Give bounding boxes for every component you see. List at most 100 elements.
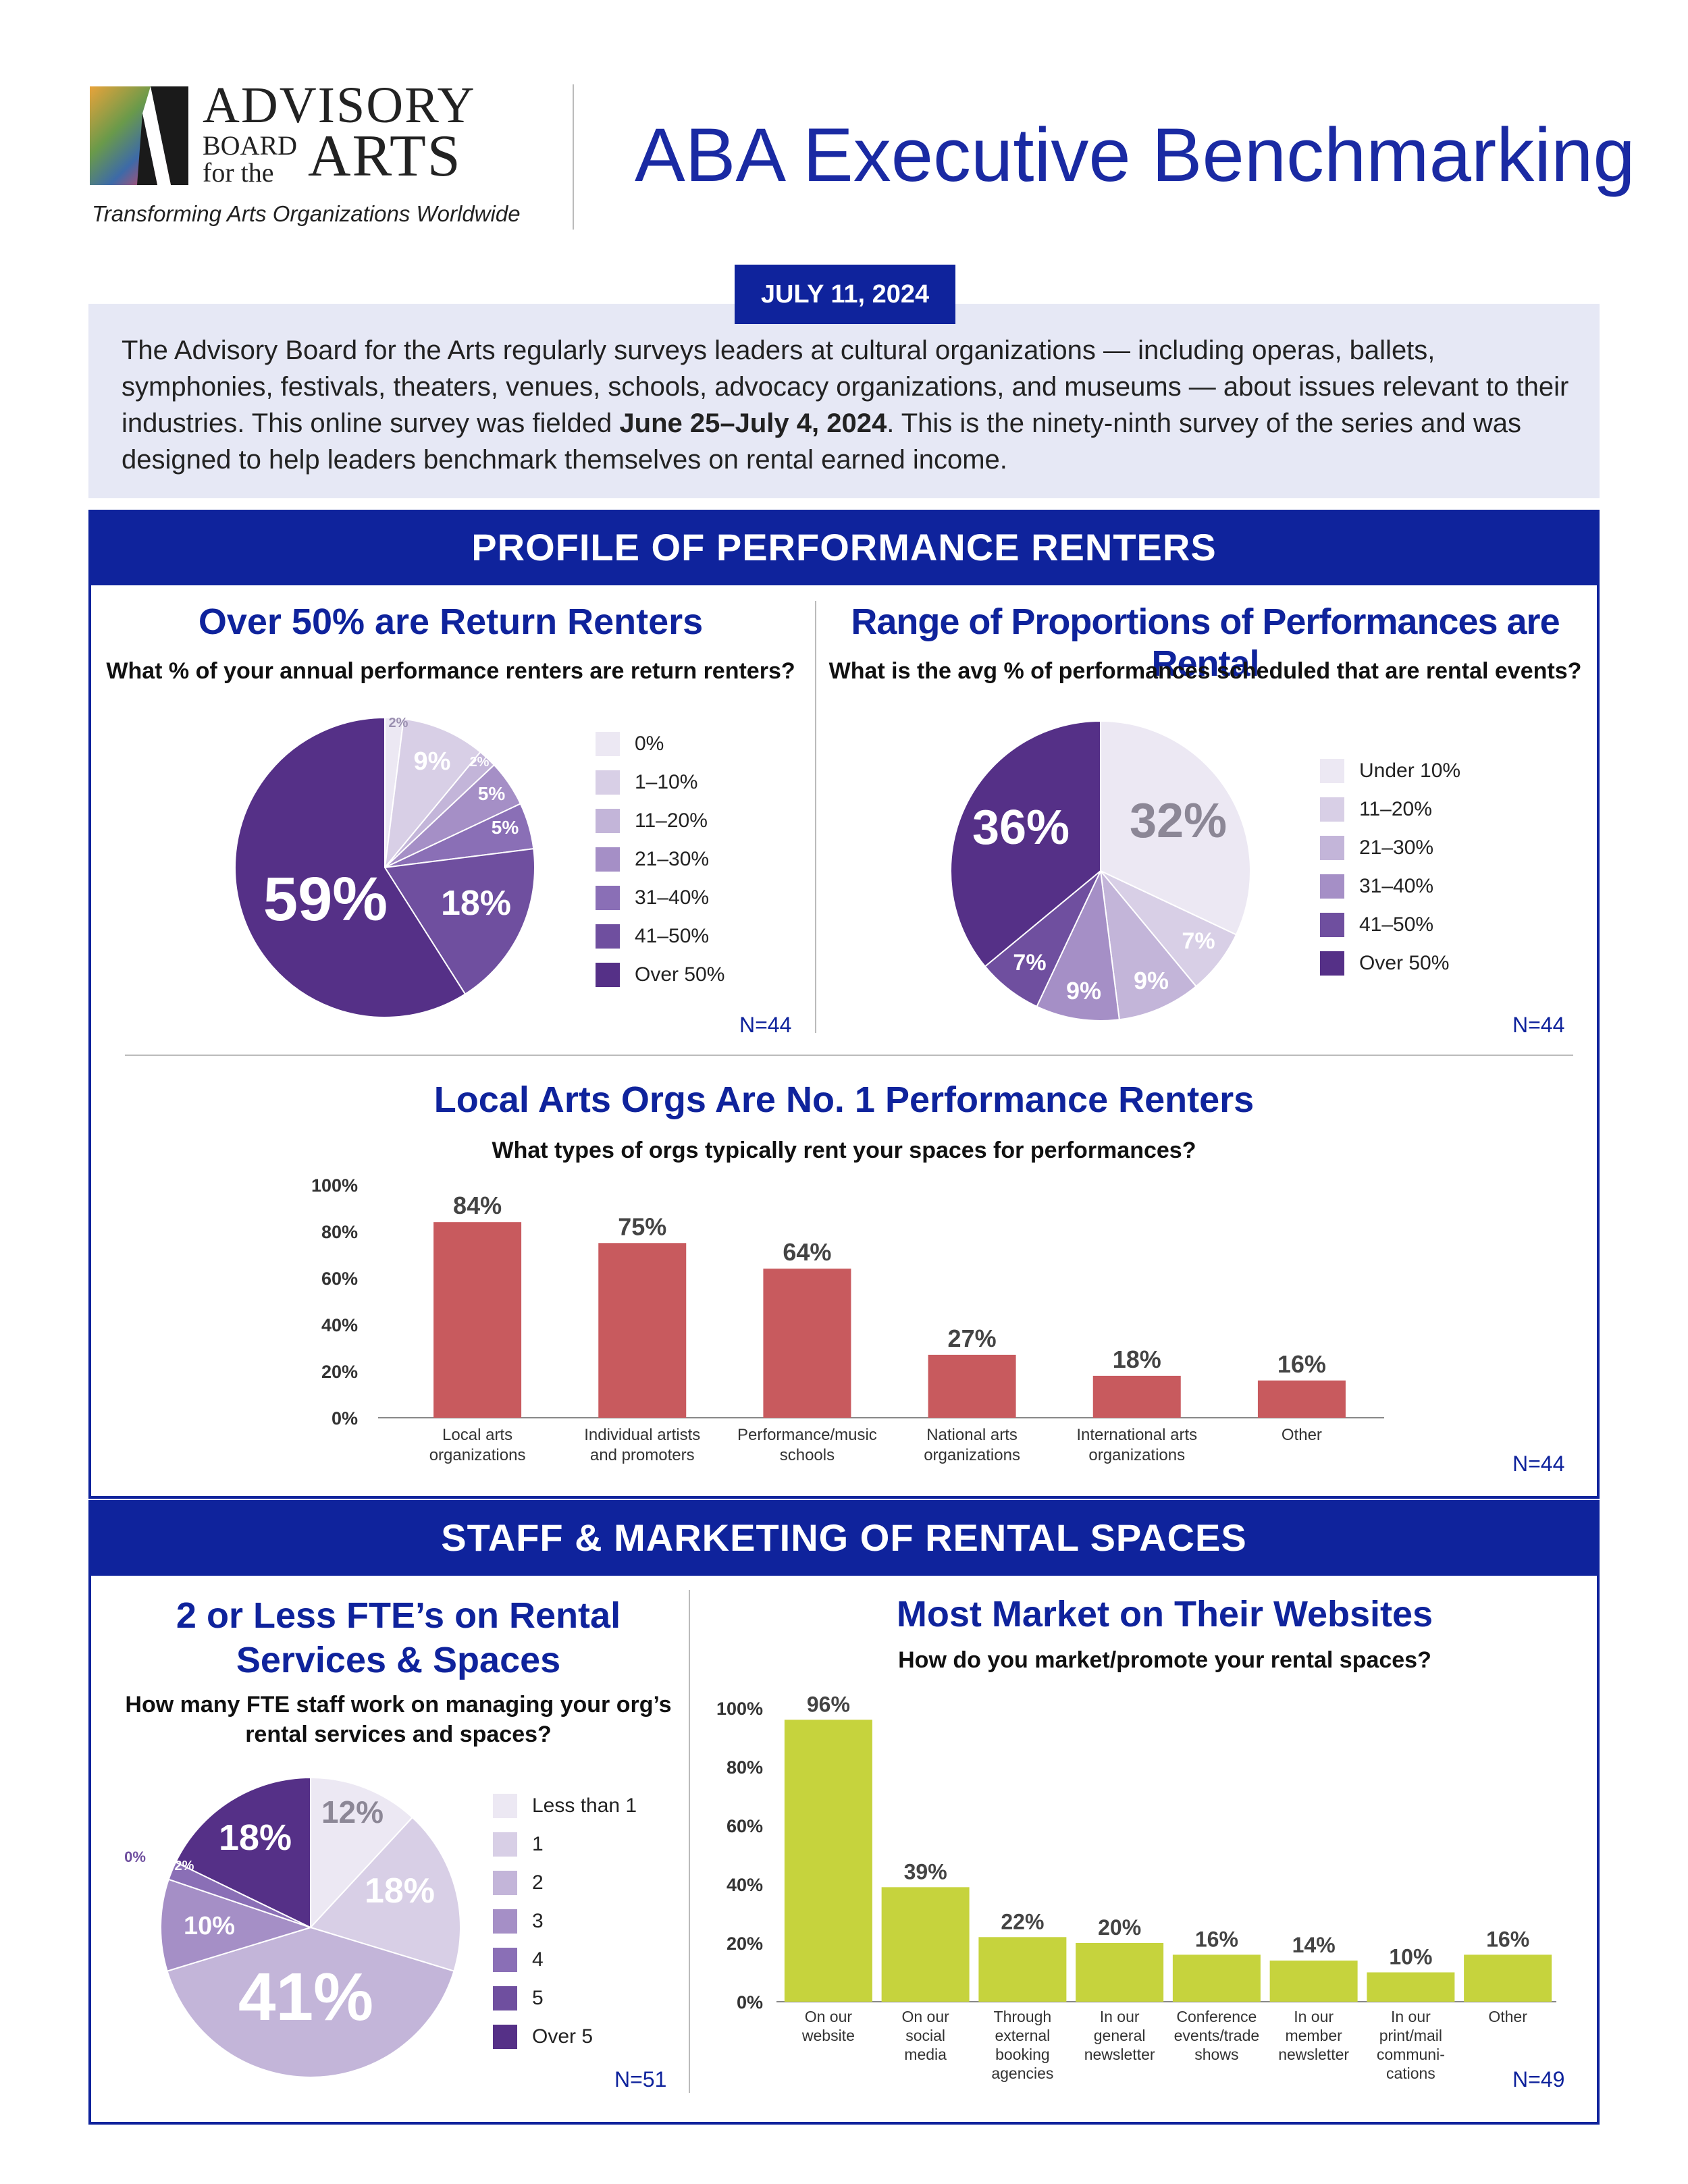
chart5-value-label-3: 20% [1098, 1915, 1141, 1940]
chart4-legend-label-2: 2 [532, 1871, 544, 1894]
chart4-n: N=51 [614, 2067, 667, 2092]
chart4-title: 2 or Less FTE’s on Rental Services & Spac… [101, 1593, 695, 1682]
chart5-bar-0 [784, 1720, 872, 2002]
chart5-category-label-6-0: In our [1391, 2008, 1431, 2025]
chart1-legend-item-4: 31–40% [596, 878, 724, 917]
chart2-legend-label-2: 21–30% [1359, 836, 1434, 859]
chart5-subtitle: How do you market/promote your rental sp… [898, 1647, 1431, 1673]
chart3-category-label-2-0: Performance/music [737, 1426, 877, 1444]
chart5-category-label-2-2: booking [995, 2046, 1050, 2063]
chart5-value-label-0: 96% [807, 1692, 850, 1716]
chart1-legend-label-6: Over 50% [635, 963, 725, 986]
chart5-category-label-1-2: media [904, 2046, 947, 2063]
chart1-slice-5 [384, 848, 535, 995]
chart1-label-4: 5% [492, 817, 519, 838]
chart1-slice-6 [234, 716, 467, 1018]
chart3-category-label-3-0: National arts [926, 1426, 1018, 1444]
chart5-bar-1 [881, 1887, 970, 2002]
chart2-legend-item-0: Under 10% [1320, 751, 1460, 790]
chart2-legend-swatch-3 [1320, 874, 1344, 899]
chart1-legend-label-3: 21–30% [635, 847, 710, 870]
chart1-label-0: 2% [389, 716, 408, 730]
chart5-category-label-1-0: On our [901, 2008, 949, 2025]
chart3-n: N=44 [1512, 1451, 1565, 1476]
chart3-bar-3 [928, 1354, 1016, 1418]
chart2-label-0: 32% [1130, 794, 1227, 848]
chart1-legend-label-1: 1–10% [635, 770, 698, 793]
chart1-label-1: 9% [414, 747, 451, 776]
chart4-legend-label-1: 1 [532, 1832, 544, 1855]
chart1-slice-1 [384, 718, 481, 870]
chart3-ytick-1: 20% [321, 1362, 358, 1382]
chart1-subtitle: What % of your annual performance renter… [106, 658, 795, 684]
chart5-category-label-5-1: member [1285, 2027, 1342, 2044]
chart2-legend-label-5: Over 50% [1359, 951, 1450, 974]
chart3-value-label-2: 64% [783, 1238, 831, 1266]
chart1-legend: 0% 1–10% 11–20% 21–30% 31–40% 41–50% Over 50% [596, 724, 724, 994]
chart1-legend-label-0: 0% [635, 732, 664, 755]
chart5-bar-7 [1464, 1954, 1552, 2002]
chart5-category-label-4-2: shows [1194, 2046, 1238, 2063]
chart4-legend-swatch-0 [493, 1793, 517, 1818]
chart5-bar-5 [1269, 1961, 1358, 2002]
chart2-label-1: 7% [1182, 928, 1215, 954]
chart2-slice-5 [950, 720, 1101, 967]
chart3-value-label-0: 84% [453, 1192, 502, 1219]
chart4-pie: 12% 18% 41% 10% 2% 0% 18% [124, 1776, 461, 2078]
chart1-legend-label-2: 11–20% [635, 809, 708, 832]
chart5-value-label-1: 39% [904, 1859, 947, 1884]
chart4-legend-item-6: Over 5 [493, 2017, 637, 2056]
intro-box [88, 304, 1600, 498]
chart2-legend-swatch-5 [1320, 951, 1344, 976]
chart3-ytick-2: 40% [321, 1315, 358, 1335]
chart3-category-label-4-1: organizations [1088, 1446, 1185, 1464]
chart4-legend-swatch-4 [493, 1947, 517, 1972]
chart4-subtitle-line1: How many FTE staff work on managing your… [125, 1692, 672, 1717]
chart3-bar-1 [598, 1243, 687, 1418]
chart2-label-2: 9% [1134, 967, 1169, 994]
chart3-ytick-3: 60% [321, 1269, 358, 1289]
chart1-legend-item-1: 1–10% [596, 763, 724, 801]
chart4-legend-item-5: 5 [493, 1979, 637, 2017]
chart5-category-label-5-2: newsletter [1278, 2046, 1349, 2063]
chart4-legend-swatch-2 [493, 1870, 517, 1895]
chart4-legend-swatch-1 [493, 1832, 517, 1857]
chart1-legend-label-4: 31–40% [635, 886, 710, 909]
chart5-n: N=49 [1512, 2067, 1565, 2092]
chart3-bar-2 [763, 1269, 851, 1418]
chart1-legend-swatch-0 [596, 731, 620, 756]
chart3-ytick-0: 0% [332, 1408, 358, 1429]
chart1-legend-item-0: 0% [596, 724, 724, 763]
chart5-category-label-4-1: events/trade [1174, 2027, 1260, 2044]
logo-art [90, 86, 188, 185]
chart3-bars: 0% 20% 40% 60% 80% 100% 84% Local arts organizat… [311, 1175, 1384, 1464]
chart1-legend-item-6: Over 50% [596, 955, 724, 994]
chart4-legend-swatch-5 [493, 1986, 517, 2010]
chart1-n: N=44 [739, 1013, 792, 1037]
logo-text-for-the: for the [203, 157, 274, 188]
chart3-category-label-0-1: organizations [429, 1446, 526, 1464]
section-staff-title: STAFF & MARKETING OF RENTAL SPACES [88, 1500, 1600, 1576]
chart3-bar-5 [1257, 1380, 1346, 1418]
chart4-slice-2 [166, 1926, 455, 2078]
chart5-category-label-0-0: On our [805, 2008, 853, 2025]
chart2-legend-label-0: Under 10% [1359, 759, 1461, 782]
chart3-bar-0 [433, 1222, 522, 1418]
divider-vertical-1 [815, 601, 816, 1033]
chart2-label-5: 36% [972, 801, 1070, 855]
chart3-bar-4 [1092, 1375, 1181, 1418]
intro-text-part2: . This is the ninety-ninth survey of the… [122, 408, 1521, 475]
chart3-category-label-4-0: International arts [1076, 1426, 1197, 1444]
chart2-legend-label-3: 31–40% [1359, 874, 1434, 897]
divider-horizontal-1 [125, 1055, 1573, 1056]
chart5-bars: 0% 20% 40% 60% 80% 100% 96% On our website 39% On … [716, 1692, 1556, 2082]
chart4-legend-item-2: 2 [493, 1863, 637, 1902]
chart4-legend: Less than 1 1 2 3 4 5 Over 5 [493, 1786, 637, 2056]
chart4-legend-item-4: 4 [493, 1940, 637, 1979]
intro-text-part1: The Advisory Board for the Arts regularl… [122, 336, 1569, 438]
chart4-legend-item-1: 1 [493, 1825, 637, 1863]
chart2-legend-item-3: 31–40% [1320, 867, 1460, 905]
chart5-bar-3 [1076, 1943, 1164, 2002]
chart2-pie: 32% 7% 9% 9% 7% 36% [950, 720, 1251, 1021]
chart5-category-label-3-0: In our [1100, 2008, 1140, 2025]
